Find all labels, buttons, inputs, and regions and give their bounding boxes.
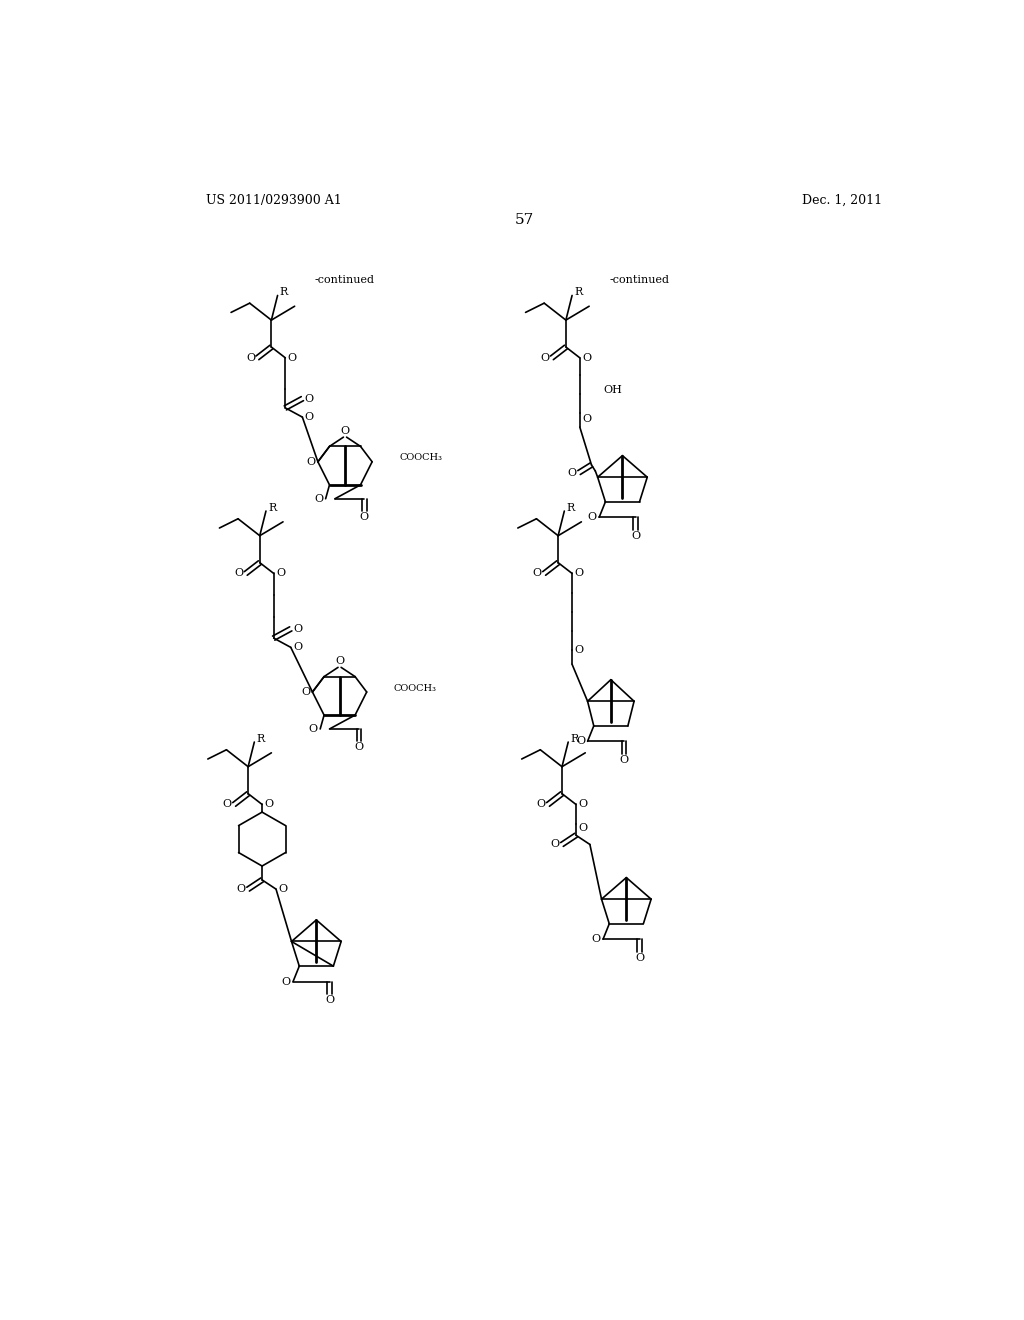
- Text: O: O: [279, 884, 288, 894]
- Text: O: O: [234, 569, 244, 578]
- Text: O: O: [264, 800, 273, 809]
- Text: O: O: [635, 953, 644, 962]
- Text: O: O: [532, 569, 542, 578]
- Text: O: O: [288, 352, 297, 363]
- Text: O: O: [588, 512, 597, 523]
- Text: O: O: [592, 935, 601, 944]
- Text: O: O: [577, 737, 585, 746]
- Text: O: O: [237, 884, 246, 894]
- Text: O: O: [537, 800, 546, 809]
- Text: O: O: [308, 723, 317, 734]
- Text: O: O: [293, 643, 302, 652]
- Text: -continued: -continued: [315, 275, 375, 285]
- Text: O: O: [335, 656, 344, 667]
- Text: O: O: [301, 686, 310, 697]
- Text: O: O: [541, 352, 550, 363]
- Text: O: O: [574, 645, 584, 656]
- Text: COOCH₃: COOCH₃: [399, 454, 442, 462]
- Text: O: O: [293, 624, 302, 634]
- Text: COOCH₃: COOCH₃: [394, 684, 437, 693]
- Text: O: O: [359, 512, 369, 523]
- Text: O: O: [574, 569, 584, 578]
- Text: O: O: [583, 352, 592, 363]
- Text: R: R: [574, 288, 583, 297]
- Text: O: O: [340, 426, 349, 436]
- Text: R: R: [566, 503, 574, 513]
- Text: R: R: [256, 734, 264, 744]
- Text: O: O: [325, 995, 334, 1005]
- Text: O: O: [306, 457, 315, 467]
- Text: O: O: [567, 467, 577, 478]
- Text: OH: OH: [603, 385, 622, 395]
- Text: R: R: [268, 503, 276, 513]
- Text: O: O: [246, 352, 255, 363]
- Text: R: R: [280, 288, 288, 297]
- Text: O: O: [551, 840, 559, 850]
- Text: Dec. 1, 2011: Dec. 1, 2011: [802, 194, 883, 207]
- Text: O: O: [579, 800, 588, 809]
- Text: O: O: [583, 414, 592, 425]
- Text: O: O: [314, 494, 324, 504]
- Text: O: O: [282, 977, 291, 986]
- Text: O: O: [631, 531, 640, 541]
- Text: US 2011/0293900 A1: US 2011/0293900 A1: [206, 194, 341, 207]
- Text: O: O: [276, 569, 286, 578]
- Text: -continued: -continued: [609, 275, 670, 285]
- Text: O: O: [222, 800, 231, 809]
- Text: R: R: [570, 734, 579, 744]
- Text: 57: 57: [515, 213, 535, 227]
- Text: O: O: [305, 393, 314, 404]
- Text: O: O: [305, 412, 314, 422]
- Text: O: O: [579, 824, 588, 833]
- Text: O: O: [620, 755, 629, 764]
- Text: O: O: [354, 742, 364, 752]
